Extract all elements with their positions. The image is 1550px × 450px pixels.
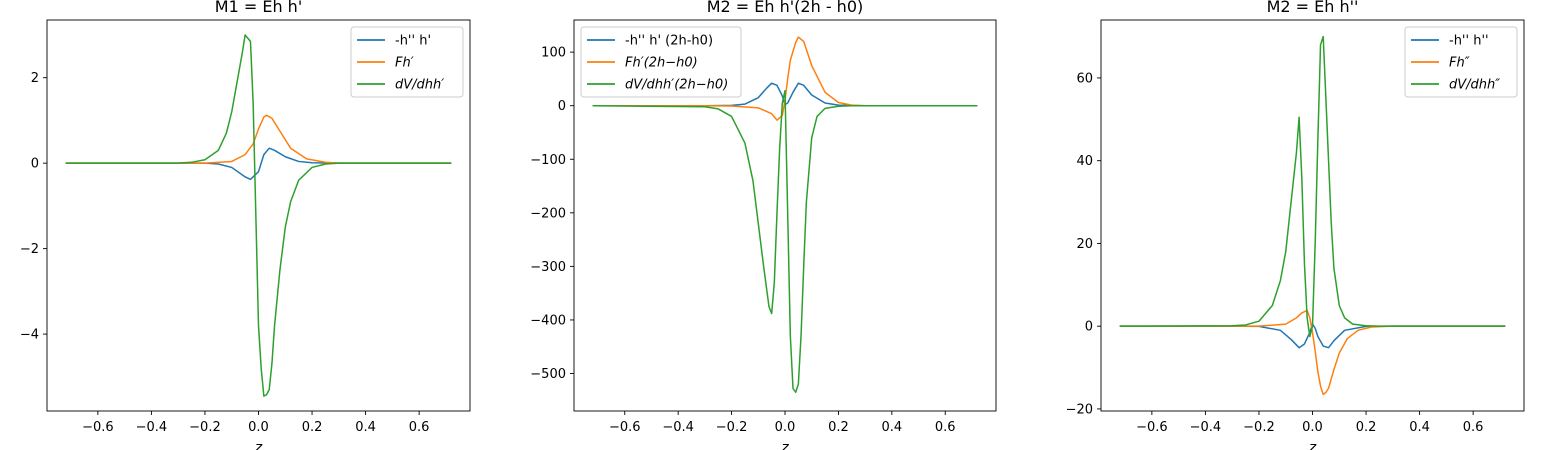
series-line-3 — [1119, 35, 1506, 338]
legend-box — [1404, 26, 1518, 98]
legend-box — [350, 26, 464, 98]
y-tick-label: 100 — [541, 46, 566, 61]
y-tick-label: 0 — [31, 157, 39, 172]
y-tick-label: 20 — [1076, 237, 1093, 252]
x-tick-label: −0.4 — [136, 420, 168, 435]
y-tick-label: −20 — [1066, 402, 1093, 417]
legend-label: Fh′ — [395, 56, 414, 71]
series-line-2 — [592, 36, 978, 121]
x-axis-label: z — [1308, 440, 1317, 450]
y-tick-label: −100 — [530, 153, 566, 168]
chart-title: M2 = Eh h'(2h - h0) — [707, 0, 864, 16]
legend: -h'' h' (2h-h0) Fh′(2h−h0) dV/dhh′(2h−h0) — [580, 26, 742, 98]
y-tick-label: 60 — [1076, 71, 1093, 86]
legend-label: dV/dhh′ — [395, 78, 444, 93]
series-line-1 — [65, 147, 452, 181]
legend-label: dV/dhh′(2h−h0) — [625, 78, 728, 93]
x-axis-label: z — [780, 440, 789, 450]
x-tick-label: −0.4 — [662, 420, 694, 435]
chart-title: M2 = Eh h'' — [1267, 0, 1359, 16]
series-line-3 — [65, 34, 452, 397]
legend-label: dV/dhh″ — [1449, 78, 1500, 93]
x-tick-label: 0.2 — [1356, 420, 1377, 435]
x-tick-label: 0.6 — [409, 420, 430, 435]
y-tick-label: 2 — [31, 71, 39, 86]
y-tick-label: −4 — [20, 328, 39, 343]
chart-3: −0.6 −0.4 −0.2 0.0 0.2 0.4 0.6 −20 0 20 40 60 M2 = E… — [1066, 0, 1525, 450]
x-tick-label: 0.6 — [935, 420, 956, 435]
chart-1: −0.6 −0.4 −0.2 0.0 0.2 0.4 0.6 −4 −2 0 2 M1 = Eh h'… — [20, 0, 471, 450]
y-tick-label: −500 — [530, 367, 566, 382]
x-tick-label: −0.2 — [1243, 420, 1275, 435]
series-group — [65, 34, 452, 397]
series-group — [592, 36, 978, 393]
chart-2: −0.6 −0.4 −0.2 0.0 0.2 0.4 0.6 −500 −400 −300 −200… — [530, 0, 997, 450]
series-line-3 — [592, 89, 978, 393]
x-tick-label: −0.4 — [1190, 420, 1222, 435]
x-tick-label: −0.2 — [189, 420, 221, 435]
series-line-1 — [1119, 323, 1506, 349]
x-tick-label: 0.4 — [355, 420, 376, 435]
legend-label: -h'' h'' — [1449, 34, 1489, 49]
y-tick-label: −2 — [20, 242, 39, 257]
legend-label: Fh″ — [1449, 56, 1470, 71]
y-tick-label: 40 — [1076, 154, 1093, 169]
legend-label: -h'' h' (2h-h0) — [625, 34, 713, 49]
x-axis-label: z — [254, 440, 263, 450]
x-tick-label: −0.6 — [609, 420, 641, 435]
y-tick-label: 0 — [1085, 320, 1093, 335]
x-tick-label: 0.6 — [1463, 420, 1484, 435]
x-tick-label: −0.2 — [716, 420, 748, 435]
legend: -h'' h'' Fh″ dV/dhh″ — [1404, 26, 1518, 98]
legend-label: Fh′(2h−h0) — [625, 56, 698, 71]
x-tick-label: 0.4 — [1409, 420, 1430, 435]
series-line-2 — [1119, 309, 1506, 396]
x-tick-label: 0.0 — [248, 420, 269, 435]
y-tick-label: −300 — [530, 260, 566, 275]
chart-title: M1 = Eh h' — [215, 0, 302, 16]
y-tick-label: 0 — [558, 99, 566, 114]
x-tick-label: 0.2 — [828, 420, 849, 435]
x-tick-label: −0.6 — [1136, 420, 1168, 435]
x-tick-label: 0.4 — [881, 420, 902, 435]
series-group — [1119, 35, 1506, 396]
x-tick-label: 0.2 — [302, 420, 323, 435]
legend-box — [580, 26, 742, 98]
x-tick-label: 0.0 — [775, 420, 796, 435]
y-tick-label: −400 — [530, 313, 566, 328]
x-tick-label: 0.0 — [1302, 420, 1323, 435]
legend-label: -h'' h' — [395, 34, 431, 49]
y-tick-label: −200 — [530, 206, 566, 221]
legend: -h'' h' Fh′ dV/dhh′ — [350, 26, 464, 98]
series-line-2 — [65, 114, 452, 164]
x-tick-label: −0.6 — [82, 420, 114, 435]
